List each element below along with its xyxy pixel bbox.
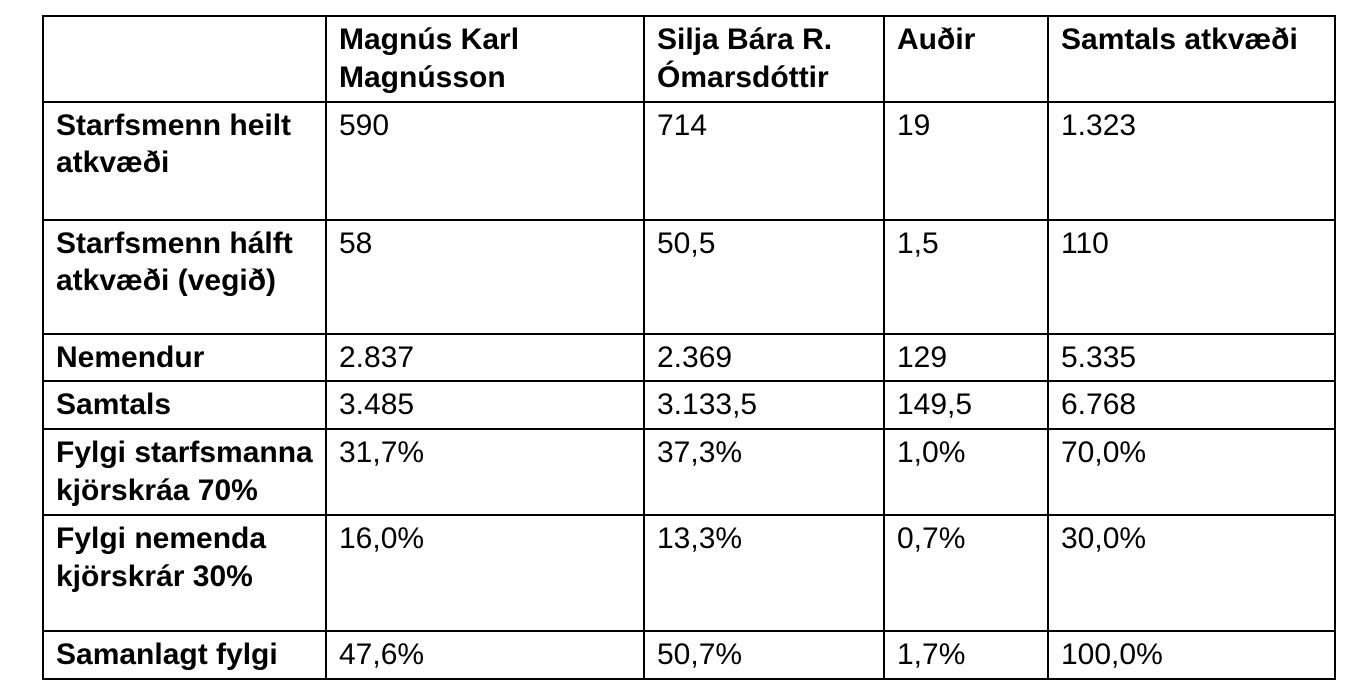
election-results-table: Magnús Karl Magnússon Silja Bára R. Ómar… [42,15,1336,680]
row-starfsmenn-heilt: Starfsmenn heilt atkvæði 590 714 19 1.32… [42,100,1336,221]
header-row: Magnús Karl Magnússon Silja Bára R. Ómar… [42,15,1336,103]
table-cell: 5.335 [1047,332,1336,383]
row-label: Nemendur [42,332,327,383]
table-cell: 2.837 [325,332,645,383]
row-samtals: Samtals 3.485 3.133,5 149,5 6.768 [42,380,1336,431]
table-cell: 1.323 [1047,100,1336,221]
row-fylgi-starfsmanna: Fylgi starfsmanna kjörskráa 70% 31,7% 37… [42,428,1336,516]
table-cell: 100,0% [1047,629,1336,680]
table-cell: 37,3% [643,428,885,516]
table-cell: 590 [325,100,645,221]
table-cell: 149,5 [883,380,1049,431]
row-starfsmenn-halft: Starfsmenn hálft atkvæði (vegið) 58 50,5… [42,218,1336,335]
table-cell: 70,0% [1047,428,1336,516]
table-cell: 47,6% [325,629,645,680]
table-cell: 714 [643,100,885,221]
table-cell: 19 [883,100,1049,221]
table-cell: 30,0% [1047,513,1336,632]
table-cell: 2.369 [643,332,885,383]
row-nemendur: Nemendur 2.837 2.369 129 5.335 [42,332,1336,383]
table-cell: 1,5 [883,218,1049,335]
row-label: Samtals [42,380,327,431]
table-cell: 16,0% [325,513,645,632]
table-cell: 3.485 [325,380,645,431]
election-results-table-container: Magnús Karl Magnússon Silja Bára R. Ómar… [42,15,1336,680]
row-label: Fylgi starfsmanna kjörskráa 70% [42,428,327,516]
table-cell: 110 [1047,218,1336,335]
col-header-silja: Silja Bára R. Ómarsdóttir [643,15,885,103]
table-cell: 6.768 [1047,380,1336,431]
table-cell: 0,7% [883,513,1049,632]
row-label: Starfsmenn hálft atkvæði (vegið) [42,218,327,335]
table-cell: 13,3% [643,513,885,632]
col-header-magnus: Magnús Karl Magnússon [325,15,645,103]
row-fylgi-nemenda: Fylgi nemenda kjörskrár 30% 16,0% 13,3% … [42,513,1336,632]
table-cell: 3.133,5 [643,380,885,431]
table-cell: 50,5 [643,218,885,335]
col-header-empty [42,15,327,103]
row-label: Starfsmenn heilt atkvæði [42,100,327,221]
table-cell: 31,7% [325,428,645,516]
table-cell: 1,7% [883,629,1049,680]
col-header-audir: Auðir [883,15,1049,103]
col-header-samtals: Samtals atkvæði [1047,15,1336,103]
row-samanlagt-fylgi: Samanlagt fylgi 47,6% 50,7% 1,7% 100,0% [42,629,1336,680]
table-cell: 50,7% [643,629,885,680]
row-label: Samanlagt fylgi [42,629,327,680]
table-cell: 58 [325,218,645,335]
row-label: Fylgi nemenda kjörskrár 30% [42,513,327,632]
table-cell: 129 [883,332,1049,383]
table-cell: 1,0% [883,428,1049,516]
